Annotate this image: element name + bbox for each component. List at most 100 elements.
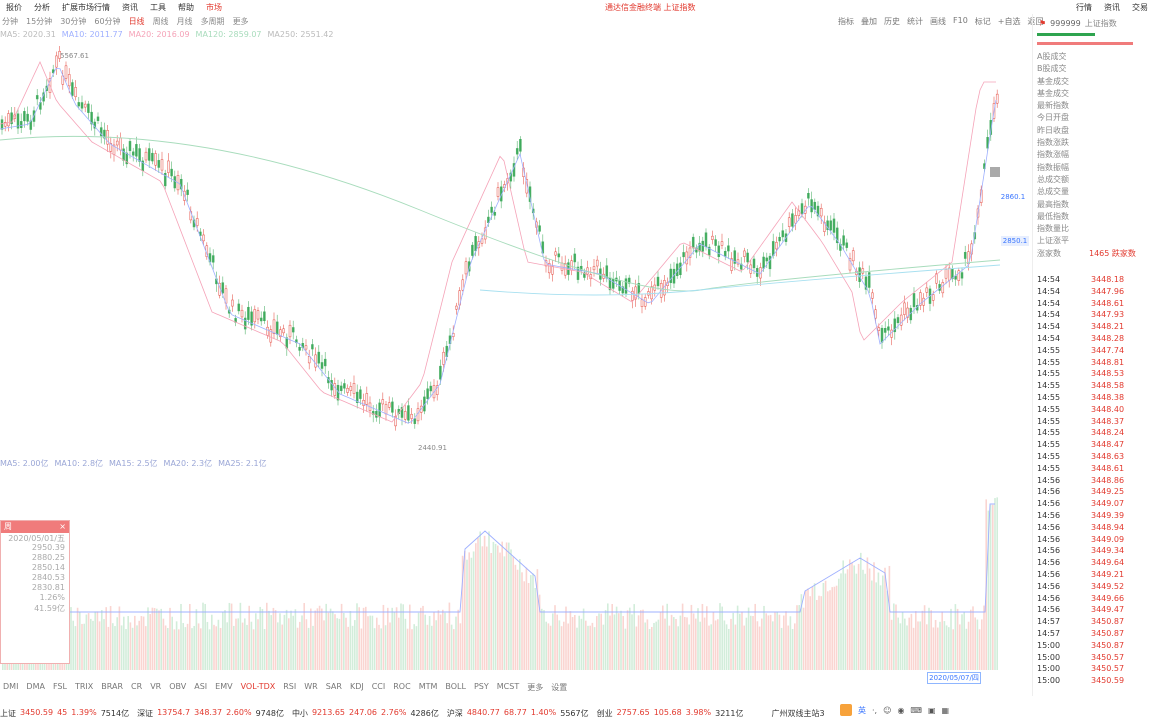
candle-body bbox=[154, 153, 157, 166]
indicator-kdj[interactable]: KDJ bbox=[349, 682, 364, 691]
menu-item-news[interactable]: 资讯 bbox=[122, 2, 138, 12]
indicator-settings[interactable]: 设置 bbox=[551, 683, 568, 692]
menu-item-help[interactable]: 帮助 bbox=[178, 2, 194, 12]
volume-bar bbox=[283, 614, 286, 670]
period-multi[interactable]: 多周期 bbox=[200, 17, 225, 26]
volume-bar bbox=[140, 616, 143, 670]
indicator-sar[interactable]: SAR bbox=[325, 682, 342, 691]
tick-time: 14:56 bbox=[1037, 487, 1061, 497]
menu-item-market[interactable]: 扩展市场行情 bbox=[62, 2, 110, 12]
candle-body bbox=[490, 206, 493, 213]
tab-info[interactable]: 资讯 bbox=[1104, 3, 1120, 12]
comma-icon[interactable]: ·, bbox=[872, 705, 878, 715]
volume-bar bbox=[186, 623, 189, 670]
indicator-roc[interactable]: ROC bbox=[393, 682, 411, 691]
candle-body bbox=[455, 305, 458, 310]
period-month[interactable]: 月线 bbox=[176, 17, 193, 26]
period-30m[interactable]: 30分钟 bbox=[60, 17, 87, 26]
tick-row: 14:56 3449.39 bbox=[1035, 510, 1151, 522]
indicator-rsi[interactable]: RSI bbox=[283, 682, 297, 691]
index-status-item[interactable]: 创业 2757.65 105.68 3.98% 3211亿 bbox=[597, 708, 744, 719]
keyboard-icon[interactable]: ⌨ bbox=[910, 705, 922, 715]
candle-body bbox=[349, 386, 353, 391]
volume-bar bbox=[648, 629, 651, 670]
index-status-item[interactable]: 上证 3450.59 45 1.39% 7514亿 bbox=[0, 708, 129, 719]
tick-row: 14:54 3447.93 bbox=[1035, 309, 1151, 321]
volume-bar bbox=[983, 605, 985, 670]
indicator-psy[interactable]: PSY bbox=[473, 682, 489, 691]
tick-list[interactable]: 14:54 3448.18 14:54 3447.96 14:54 3448.61 14:5… bbox=[1035, 274, 1151, 687]
quote-stat: 基金成交 bbox=[1037, 76, 1069, 86]
indicator-asi[interactable]: ASI bbox=[194, 682, 208, 691]
indicator-dmi[interactable]: DMI bbox=[3, 682, 19, 691]
indicator-cci[interactable]: CCI bbox=[371, 682, 386, 691]
tab-quotes[interactable]: 行情 bbox=[1076, 3, 1092, 12]
index-status-item[interactable]: 深证 13754.7 348.37 2.60% 9748亿 bbox=[137, 708, 284, 719]
menu-item-quote[interactable]: 报价 bbox=[6, 2, 22, 12]
indicator-brar[interactable]: BRAR bbox=[101, 682, 124, 691]
menu-item-market-highlight[interactable]: 市场 bbox=[206, 2, 222, 12]
volume-chart[interactable] bbox=[0, 470, 1030, 670]
candle-body bbox=[730, 258, 733, 271]
volume-bar bbox=[640, 610, 642, 670]
menu-item-tools[interactable]: 工具 bbox=[150, 2, 166, 12]
volume-bar bbox=[129, 622, 132, 670]
shirt-icon[interactable]: ▣ bbox=[927, 705, 936, 715]
indicator-mtm[interactable]: MTM bbox=[418, 682, 438, 691]
candle-body bbox=[720, 241, 724, 246]
volume-bar bbox=[169, 607, 171, 670]
indicator-dma[interactable]: DMA bbox=[26, 682, 45, 691]
period-15m[interactable]: 15分钟 bbox=[26, 17, 53, 26]
index-status-item[interactable]: 中小 9213.65 247.06 2.76% 4286亿 bbox=[292, 708, 439, 719]
volume-bar bbox=[488, 531, 490, 670]
toolbar-add-favorite[interactable]: +自选 bbox=[997, 17, 1021, 26]
toolbar-back[interactable]: 返回 bbox=[1027, 17, 1044, 26]
indicator-obv[interactable]: OBV bbox=[169, 682, 187, 691]
volume-bar bbox=[765, 613, 767, 670]
volume-bar bbox=[875, 582, 877, 670]
indicator-emv[interactable]: EMV bbox=[215, 682, 233, 691]
indicator-cr[interactable]: CR bbox=[131, 682, 143, 691]
indicator-trix[interactable]: TRIX bbox=[74, 682, 94, 691]
index-status-item[interactable]: 沪深 4840.77 68.77 1.40% 5567亿 bbox=[447, 708, 589, 719]
quote-stat: 总成交量 bbox=[1037, 187, 1069, 197]
period-day[interactable]: 日线 bbox=[128, 17, 145, 26]
volume-bar bbox=[406, 628, 409, 670]
toolbar-stats[interactable]: 统计 bbox=[907, 17, 923, 26]
period-more[interactable]: 更多 bbox=[232, 17, 249, 26]
close-icon[interactable]: × bbox=[59, 522, 66, 531]
candlestick-chart[interactable]: 5567.61 2440.91 bbox=[0, 40, 1030, 470]
candle-body bbox=[989, 120, 993, 135]
indicator-boll[interactable]: BOLL bbox=[445, 682, 466, 691]
indicator-vol-tdx[interactable]: VOL-TDX bbox=[240, 682, 276, 691]
volume-bar bbox=[758, 626, 761, 670]
indicator-fsl[interactable]: FSL bbox=[52, 682, 67, 691]
period-1m[interactable]: 分钟 bbox=[2, 17, 18, 26]
quote-stat: 最新指数 bbox=[1037, 101, 1069, 111]
toolbar-f10[interactable]: F10 bbox=[953, 16, 968, 25]
toolbar-draw[interactable]: 画线 bbox=[930, 17, 946, 26]
grid-icon[interactable]: ▦ bbox=[941, 705, 950, 715]
menu-item-analysis[interactable]: 分析 bbox=[34, 2, 50, 12]
indicator-more[interactable]: 更多 bbox=[527, 683, 544, 692]
period-60m[interactable]: 60分钟 bbox=[94, 17, 121, 26]
indicator-vr[interactable]: VR bbox=[150, 682, 162, 691]
toolbar-indicator[interactable]: 指标 bbox=[838, 17, 854, 26]
toolbar-overlay[interactable]: 叠加 bbox=[861, 17, 877, 26]
input-method-icon[interactable] bbox=[840, 704, 852, 716]
smile-icon[interactable]: ☺ bbox=[883, 705, 892, 715]
period-week[interactable]: 周线 bbox=[152, 17, 169, 26]
indicator-mcst[interactable]: MCST bbox=[496, 682, 520, 691]
volume-bar bbox=[354, 620, 356, 670]
input-mode-label[interactable]: 英 bbox=[858, 705, 866, 715]
toolbar-mark[interactable]: 标记 bbox=[974, 17, 991, 26]
toolbar-history[interactable]: 历史 bbox=[884, 17, 900, 26]
tick-row: 14:55 3448.37 bbox=[1035, 416, 1151, 428]
tab-trade[interactable]: 交易 bbox=[1132, 3, 1148, 12]
mic-icon[interactable]: ◉ bbox=[897, 705, 905, 715]
candle-body bbox=[26, 113, 29, 122]
indicator-wr[interactable]: WR bbox=[304, 682, 318, 691]
server-status[interactable]: 广州双线主站3 bbox=[771, 708, 825, 718]
candle-body bbox=[835, 227, 839, 244]
volume-bar bbox=[719, 603, 721, 670]
